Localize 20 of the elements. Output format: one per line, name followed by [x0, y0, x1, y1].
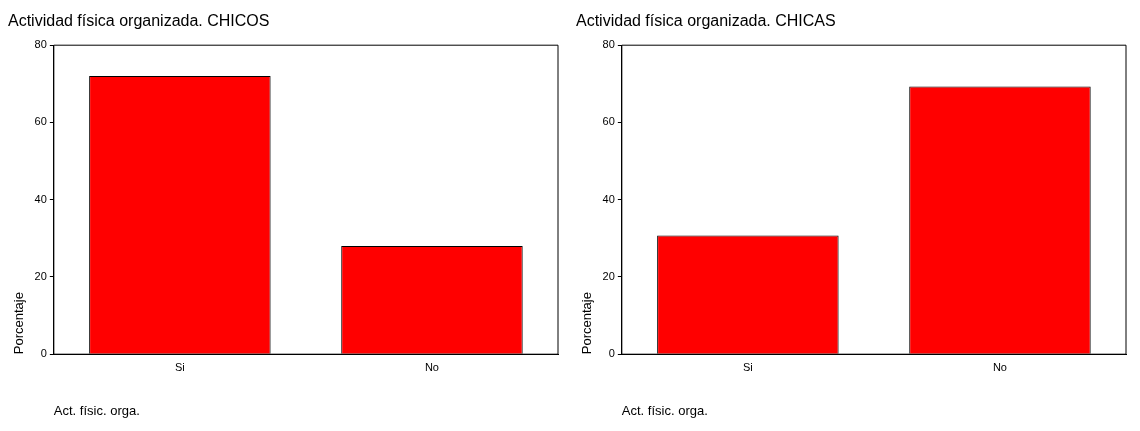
x-tick-label: No: [424, 360, 439, 373]
y-axis-title: Porcentaje: [579, 292, 595, 355]
chart-title: Actividad física organizada. CHICOS: [8, 12, 270, 30]
y-tick-label: 0: [40, 347, 47, 360]
y-tick-label: 40: [602, 192, 615, 205]
y-tick-label: 80: [34, 38, 47, 51]
y-tick-label: 40: [34, 192, 47, 205]
y-tick-label: 60: [602, 115, 615, 128]
chart-title: Actividad física organizada. CHICAS: [576, 12, 836, 30]
y-tick-label: 20: [34, 269, 47, 282]
y-axis-title: Porcentaje: [11, 292, 27, 355]
x-axis-title: Act. físic. orga.: [621, 402, 708, 418]
y-tick-label: 80: [602, 38, 615, 51]
x-tick-label: Si: [742, 360, 753, 373]
y-tick-label: 60: [34, 115, 47, 128]
x-axis-title: Act. físic. orga.: [53, 402, 140, 418]
y-tick-label: 0: [608, 347, 615, 360]
x-tick-label: Si: [174, 360, 185, 373]
y-tick-label: 20: [602, 269, 615, 282]
x-tick-label: No: [992, 360, 1007, 373]
